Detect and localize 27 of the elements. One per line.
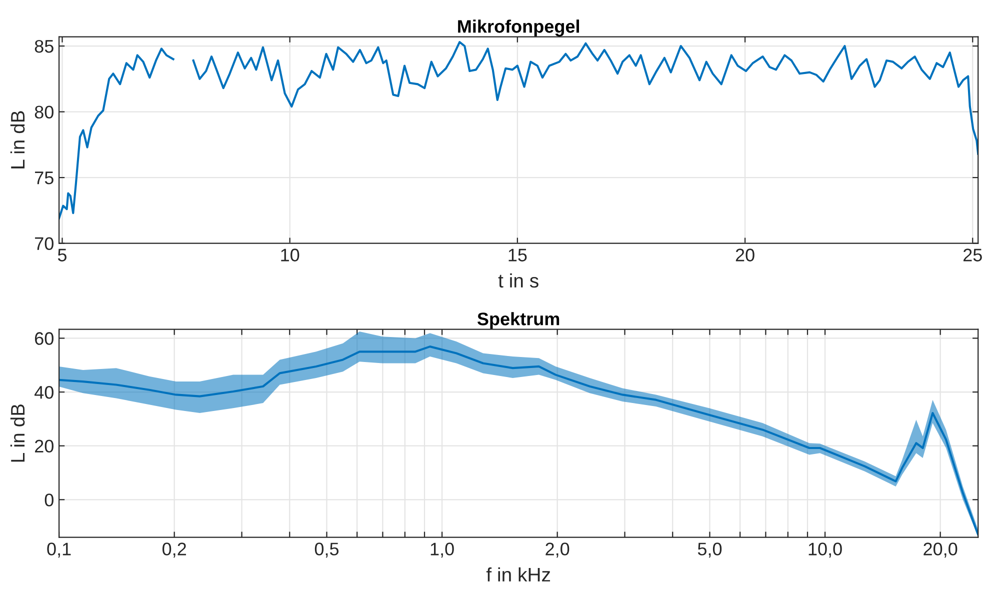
x-tick-label: 15 bbox=[508, 248, 527, 262]
x-tick-label: 10 bbox=[281, 248, 300, 262]
x-tick-label: 10,0 bbox=[808, 542, 842, 558]
y-axis-title: L in dB bbox=[10, 111, 25, 168]
x-tick-label: 20 bbox=[736, 248, 754, 262]
y-tick-label: 70 bbox=[35, 237, 54, 250]
y-tick-label: 60 bbox=[35, 332, 54, 345]
x-tick-label: 0,2 bbox=[162, 542, 186, 558]
y-tick-label: 75 bbox=[35, 172, 54, 184]
y-tick-label: 80 bbox=[34, 106, 54, 119]
x-tick-label: 0,1 bbox=[47, 542, 71, 558]
x-tick-label: 5 bbox=[58, 248, 66, 262]
chart-title: Spektrum bbox=[477, 312, 560, 329]
y-tick-label: 85 bbox=[34, 40, 54, 53]
x-axis-title: t in s bbox=[498, 273, 538, 288]
chart-title: Mikrofonpegel bbox=[458, 20, 579, 36]
x-tick-label: 2,0 bbox=[546, 542, 570, 558]
y-tick-label: 20 bbox=[35, 440, 54, 453]
x-axis-title: f in kHz bbox=[486, 567, 550, 582]
x-tick-label: 1,0 bbox=[430, 542, 454, 558]
y-axis-title: L in dB bbox=[10, 404, 25, 462]
y-tick-label: 40 bbox=[34, 386, 54, 399]
x-tick-label: 25 bbox=[964, 248, 982, 262]
y-tick-label: 0 bbox=[44, 494, 54, 506]
x-tick-label: 20,0 bbox=[924, 542, 958, 558]
x-tick-label: 5,0 bbox=[698, 542, 722, 558]
x-tick-label: 0,5 bbox=[314, 542, 339, 558]
